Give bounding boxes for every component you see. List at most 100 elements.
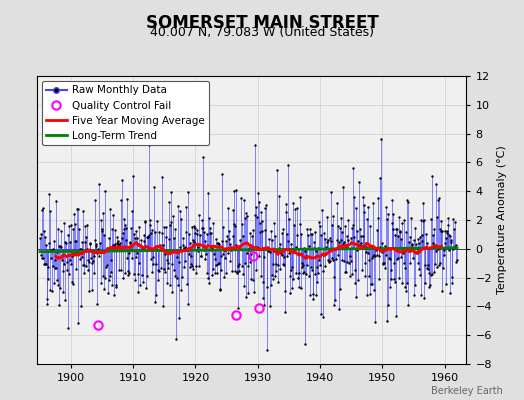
Point [387,197,396,204]
Point [435,195,443,202]
Point [305,226,314,232]
Point [234,263,242,270]
Point [82,234,91,240]
Point [371,253,379,259]
Point [227,244,235,250]
Point [424,266,432,272]
Point [388,220,396,226]
Point [344,217,353,224]
Point [202,250,210,257]
Point [172,336,180,342]
Point [245,245,254,252]
Point [358,267,366,274]
Point [275,245,283,252]
Point [50,238,58,244]
Point [244,290,252,296]
Point [167,219,176,226]
Point [90,270,98,276]
Point [422,231,431,237]
Point [92,250,101,256]
Point [417,217,425,223]
Point [419,218,427,224]
Point [210,251,218,257]
Point [282,253,291,260]
Point [278,230,286,236]
Point [357,232,365,239]
Point [296,194,304,200]
Point [386,266,395,273]
Point [92,241,100,247]
Point [109,212,117,218]
Point [48,287,56,294]
Point [212,269,221,276]
Point [253,243,261,250]
Point [301,247,310,254]
Point [314,245,322,251]
Point [223,232,231,239]
Point [330,273,339,280]
Point [288,285,296,292]
Point [85,288,94,294]
Point [290,222,298,228]
Point [398,220,407,226]
Point [245,246,253,253]
Point [161,250,169,257]
Point [156,242,164,248]
Point [135,260,143,266]
Point [123,254,132,261]
Point [53,226,62,232]
Point [300,269,309,275]
Point [232,242,240,248]
Point [49,280,58,286]
Point [129,230,138,237]
Point [303,262,311,268]
Point [73,206,81,212]
Point [412,240,420,247]
Point [339,184,347,190]
Point [419,199,428,206]
Point [423,240,432,246]
Point [227,268,236,274]
Point [140,232,149,238]
Point [233,269,241,275]
Point [165,199,173,205]
Point [86,241,95,247]
Point [213,240,221,246]
Point [297,284,305,291]
Point [298,264,306,270]
Point [437,218,445,224]
Point [169,267,178,273]
Point [442,228,451,234]
Point [377,136,385,142]
Point [121,270,129,276]
Point [43,296,51,302]
Point [393,226,401,232]
Point [218,171,226,177]
Point [83,222,92,228]
Point [396,228,404,235]
Point [410,236,418,243]
Point [57,244,66,250]
Point [93,249,102,255]
Point [183,189,192,195]
Point [138,272,146,278]
Point [353,247,362,254]
Point [428,271,436,277]
Point [340,239,348,245]
Point [427,216,435,222]
Point [133,250,141,256]
Point [270,273,279,280]
Point [246,259,254,265]
Point [134,271,142,277]
Point [213,240,222,246]
Point [413,236,422,242]
Point [444,232,453,238]
Point [231,223,239,229]
Point [200,246,208,253]
Point [248,232,257,239]
Point [431,260,439,267]
Point [151,229,159,235]
Point [439,252,447,258]
Point [54,242,63,249]
Point [254,190,263,196]
